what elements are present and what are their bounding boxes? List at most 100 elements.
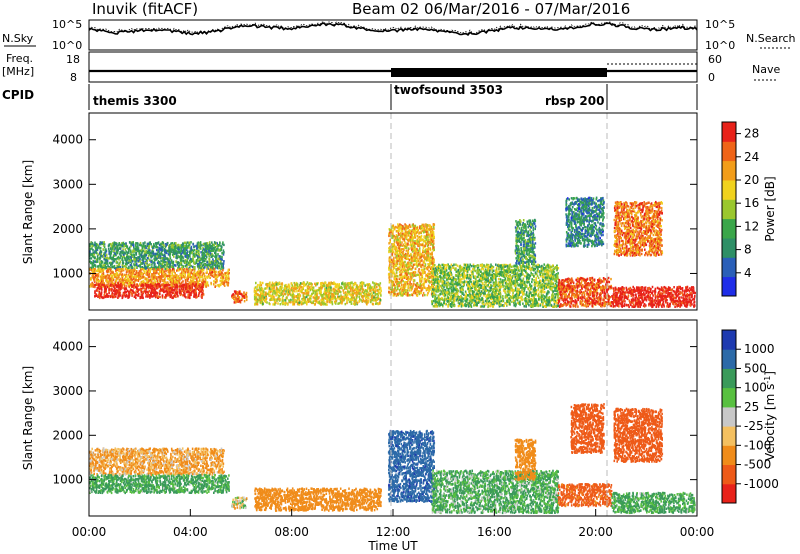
echo-cell [215, 256, 217, 258]
echo-cell [189, 253, 191, 255]
echo-cell [181, 246, 183, 248]
echo-cell [115, 258, 117, 260]
echo-cell [141, 273, 143, 275]
echo-cell [139, 252, 141, 254]
echo-cell [125, 245, 127, 247]
echo-cell [133, 272, 135, 274]
echo-cell [167, 277, 169, 279]
echo-cell [185, 261, 187, 263]
echo-cell [142, 259, 144, 261]
echo-cell [149, 251, 151, 253]
echo-cell [215, 246, 217, 248]
echo-cell [92, 249, 94, 251]
echo-cell [90, 243, 92, 245]
echo-cell [122, 243, 124, 245]
echo-cell [89, 269, 91, 271]
echo-cell [105, 257, 107, 259]
echo-cell [161, 273, 163, 275]
echo-cell [101, 274, 103, 276]
echo-cell [198, 268, 200, 270]
echo-cell [195, 245, 197, 247]
echo-cell [119, 278, 121, 280]
echo-cell [105, 249, 107, 251]
echo-cell [160, 243, 162, 245]
echo-cell [158, 247, 160, 249]
echo-cell [196, 259, 198, 261]
echo-cell [213, 244, 215, 246]
echo-cell [220, 268, 222, 270]
echo-cell [152, 246, 154, 248]
echo-cell [134, 260, 136, 262]
echo-cell [136, 275, 138, 277]
echo-cell [108, 281, 110, 283]
echo-cell [149, 259, 151, 261]
echo-cell [116, 269, 118, 271]
echo-cell [166, 262, 168, 264]
echo-cell [219, 270, 221, 272]
echo-cell [91, 245, 93, 247]
echo-cell [198, 274, 200, 276]
nsky-tick-top: 10^5 [52, 18, 82, 31]
echo-cell [99, 252, 101, 254]
echo-cell [190, 272, 192, 274]
cpid-segment-themis: themis 3300 [93, 94, 177, 108]
echo-cell [200, 241, 202, 243]
echo-cell [216, 261, 218, 263]
echo-cell [120, 244, 122, 246]
echo-cell [203, 269, 205, 271]
echo-cell [186, 247, 188, 249]
echo-cell [184, 250, 186, 252]
echo-cell [97, 255, 99, 257]
echo-cell [217, 275, 219, 277]
echo-cell [128, 283, 130, 285]
echo-cell [128, 256, 130, 258]
echo-cell [111, 280, 113, 282]
echo-cell [106, 254, 108, 256]
echo-cell [220, 245, 222, 247]
echo-cell [190, 248, 192, 250]
station-title: Inuvik (fitACF) [92, 0, 198, 18]
echo-cell [157, 255, 159, 257]
echo-cell [181, 264, 183, 266]
echo-cell [126, 271, 128, 273]
echo-cell [199, 258, 201, 260]
echo-cell [215, 265, 217, 267]
echo-cell [162, 270, 164, 272]
echo-cell [204, 283, 206, 285]
echo-cell [157, 280, 159, 282]
echo-cell [221, 262, 223, 264]
echo-cell [220, 260, 222, 262]
echo-cell [159, 262, 161, 264]
echo-cell [211, 241, 213, 243]
echo-cell [177, 244, 179, 246]
echo-cell [211, 247, 213, 249]
echo-cell [193, 243, 195, 245]
echo-cell [223, 262, 225, 264]
echo-cell [208, 263, 210, 265]
echo-cell [120, 266, 122, 268]
echo-cell [151, 255, 153, 257]
echo-cell [96, 243, 98, 245]
echo-cell [185, 279, 187, 281]
echo-cell [136, 266, 138, 268]
echo-cell [144, 253, 146, 255]
echo-cell [181, 256, 183, 258]
echo-cell [99, 243, 101, 245]
echo-cell [169, 249, 171, 251]
echo-cell [125, 242, 127, 244]
echo-cell [101, 251, 103, 253]
echo-cell [185, 271, 187, 273]
echo-cell [112, 271, 114, 273]
echo-cell [173, 271, 175, 273]
echo-cell [218, 255, 220, 257]
echo-cell [108, 275, 110, 277]
echo-cell [222, 269, 224, 271]
echo-cell [163, 244, 165, 246]
echo-cell [179, 282, 181, 284]
echo-cell [203, 243, 205, 245]
echo-cell [103, 255, 105, 257]
echo-cell [108, 245, 110, 247]
echo-cell [127, 269, 129, 271]
echo-cell [144, 271, 146, 273]
nsky-label: N.Sky [2, 32, 34, 45]
